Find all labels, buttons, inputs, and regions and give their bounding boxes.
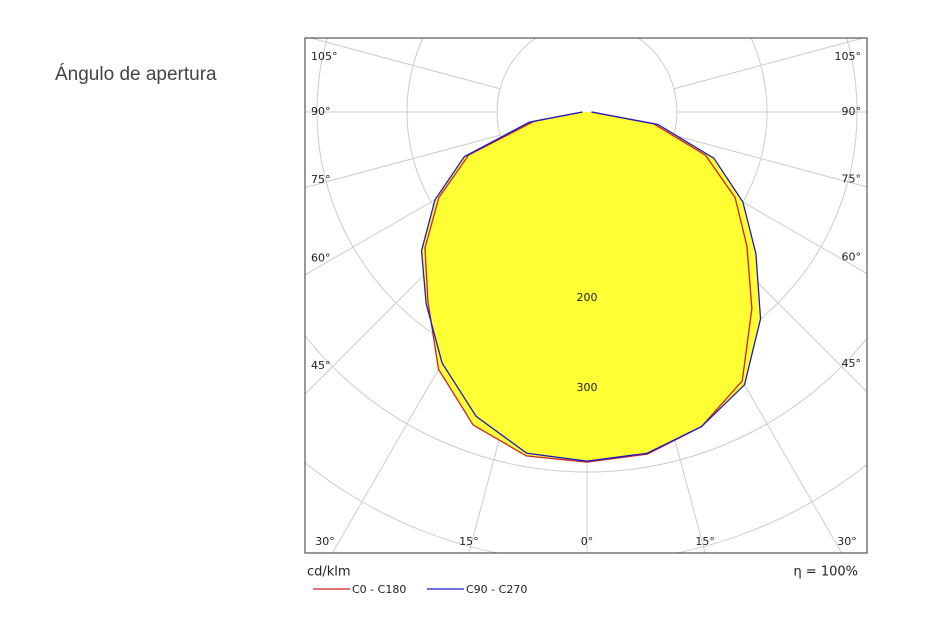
- angle-tick-label: 90°: [842, 105, 862, 118]
- r-tick-label: 300: [577, 381, 598, 394]
- efficiency-label: η = 100%: [793, 565, 858, 580]
- angle-tick-label: 30°: [315, 535, 335, 548]
- plot: 200 300: [420, 111, 762, 463]
- series-line: [420, 111, 762, 462]
- r-tick-label: 200: [577, 291, 598, 304]
- legend-label: C0 - C180: [352, 583, 406, 596]
- legend: C0 - C180 C90 - C270: [313, 583, 527, 596]
- angle-tick-label: 75°: [311, 173, 331, 186]
- unit-label: cd/klm: [307, 565, 351, 580]
- angle-tick-label: 60°: [842, 250, 862, 263]
- section-label: Ángulo de apertura: [55, 64, 217, 85]
- grid-spoke: [310, 38, 501, 90]
- series-line: [424, 111, 753, 463]
- angle-tick-label: 15°: [459, 535, 479, 548]
- area-fill: [421, 112, 761, 462]
- angle-tick-label: 15°: [695, 535, 715, 548]
- angle-tick-label: 90°: [311, 105, 331, 118]
- angle-tick-label: 0°: [581, 535, 594, 548]
- legend-label: C90 - C270: [466, 583, 527, 596]
- angle-tick-label: 45°: [842, 357, 862, 370]
- angle-tick-label: 105°: [835, 50, 862, 63]
- plot-frame: [304, 37, 868, 554]
- angle-tick-label: 60°: [311, 252, 331, 265]
- angle-tick-label: 45°: [311, 359, 331, 372]
- angle-tick-label: 30°: [837, 535, 857, 548]
- angle-tick-label: 75°: [842, 173, 862, 186]
- grid-spoke: [305, 134, 501, 189]
- grid-spoke: [673, 134, 867, 188]
- angle-tick-label: 105°: [311, 50, 338, 63]
- grid-spoke: [673, 38, 864, 90]
